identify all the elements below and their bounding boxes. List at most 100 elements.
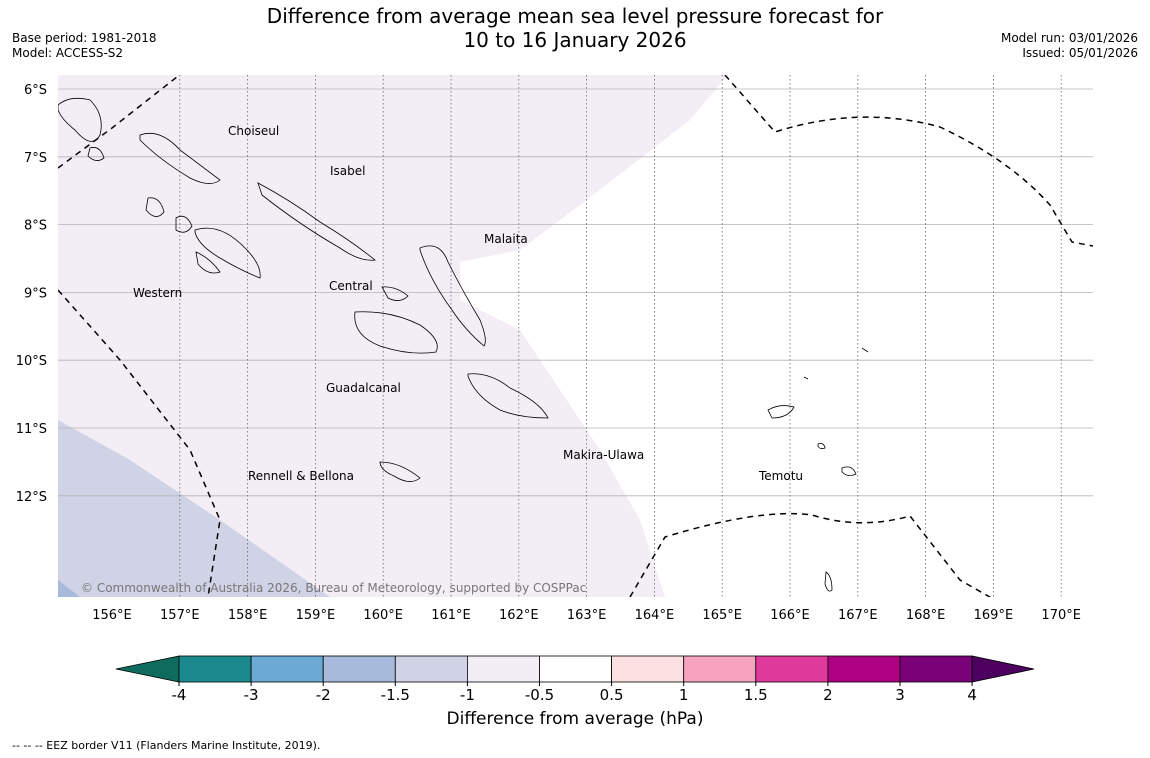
lon-tick-label: 162°E [499, 608, 539, 623]
eez-border-northeast [724, 75, 1093, 247]
label-guadalcanal: Guadalcanal [326, 381, 401, 395]
shortland-islands-coast [87, 147, 105, 161]
map-area: Choiseul Isabel Malaita Western Central … [58, 75, 1093, 597]
malaita-coast [419, 245, 486, 347]
gridlines [58, 75, 1093, 597]
coastlines [58, 97, 869, 592]
colorbar-tick-label: -1.5 [381, 686, 410, 704]
chart-title: Difference from average mean sea level p… [0, 4, 1150, 52]
region-labels: Choiseul Isabel Malaita Western Central … [133, 124, 803, 483]
vella-lavella-coast [145, 197, 165, 217]
colorbar-tick-label: 0.5 [600, 686, 624, 704]
label-temotu: Temotu [758, 469, 803, 483]
colorbar-segment [394, 655, 468, 683]
lon-tick-label: 164°E [635, 608, 675, 623]
colorbar-tick-label: 1.5 [744, 686, 768, 704]
lon-tick-label: 167°E [838, 608, 878, 623]
colorbar-over-arrow [971, 655, 1035, 683]
colorbar-tick-label: -2 [316, 686, 331, 704]
colorbar-tick-label: -4 [172, 686, 187, 704]
lat-axis-labels: 6°S 7°S 8°S 9°S 10°S 11°S 12°S [16, 83, 47, 505]
florida-islands-coast [381, 286, 409, 301]
anomaly-region-minus-1 [58, 420, 330, 597]
makira-coast [467, 373, 549, 419]
anomaly-region-minus-0-5 [58, 75, 728, 597]
label-isabel: Isabel [330, 164, 365, 178]
issued-date: Issued: 05/01/2026 [1022, 46, 1138, 60]
label-rennell-bellona: Rennell & Bellona [248, 469, 354, 483]
label-malaita: Malaita [484, 232, 528, 246]
colorbar-tick-label: 1 [679, 686, 689, 704]
anomaly-region-minus-1-5 [58, 580, 80, 597]
label-choiseul: Choiseul [228, 124, 279, 138]
new-georgia-coast [194, 227, 261, 279]
lon-tick-label: 159°E [296, 608, 336, 623]
vanikoro-coast [817, 443, 826, 450]
lon-tick-label: 170°E [1041, 608, 1081, 623]
colorbar-segment [178, 655, 252, 683]
lat-tick-label: 10°S [16, 354, 47, 369]
colorbar-label: Difference from average (hPa) [446, 709, 704, 729]
lat-tick-label: 8°S [24, 219, 47, 234]
label-central: Central [329, 279, 373, 293]
colorbar: -4 -3 -2 -1.5 -1 -0.5 0.5 1 1.5 2 3 4 [115, 655, 1035, 704]
anuta-coast [824, 571, 833, 592]
eez-border-west [58, 289, 221, 597]
colorbar-tick-label: -1 [460, 686, 475, 704]
kolombangara-coast [175, 215, 193, 233]
lon-tick-label: 169°E [974, 608, 1014, 623]
lon-tick-label: 156°E [92, 608, 132, 623]
model-run: Model run: 03/01/2026 [1000, 31, 1138, 45]
eez-borders [58, 75, 1093, 597]
bougainville-coast [58, 97, 102, 142]
colorbar-segment [250, 655, 324, 683]
colorbar-segment [322, 655, 396, 683]
lat-tick-label: 12°S [16, 490, 47, 505]
colorbar-tick-label: 4 [967, 686, 977, 704]
model-name: Model: ACCESS-S2 [12, 46, 124, 60]
meta-right: Model run: 03/01/2026 Issued: 05/01/2026 [1001, 31, 1138, 61]
lon-tick-label: 161°E [431, 608, 471, 623]
lat-tick-label: 11°S [16, 422, 47, 437]
title-line1: Difference from average mean sea level p… [266, 4, 884, 28]
eez-border-north [58, 75, 181, 169]
lon-tick-label: 165°E [702, 608, 742, 623]
lat-tick-label: 7°S [24, 151, 47, 166]
colorbar-tick-label: 3 [895, 686, 905, 704]
lat-tick-label: 6°S [24, 83, 47, 98]
rennell-coast [379, 461, 421, 482]
title-line2: 10 to 16 January 2026 [463, 28, 687, 52]
label-makira-ulawa: Makira-Ulawa [563, 448, 644, 462]
duff-islands-coast [803, 376, 809, 380]
lon-tick-label: 158°E [228, 608, 268, 623]
colorbar-segment [755, 655, 829, 683]
colorbar-segment [899, 655, 973, 683]
colorbar-segment [466, 655, 540, 683]
utupua-coast [841, 466, 857, 476]
lon-tick-label: 163°E [567, 608, 607, 623]
guadalcanal-coast [354, 311, 438, 354]
colorbar-segment [827, 655, 901, 683]
rendova-coast [195, 251, 221, 274]
colorbar-segment [683, 655, 757, 683]
label-western: Western [133, 286, 182, 300]
lon-tick-label: 166°E [770, 608, 810, 623]
colorbar-tick-label: -3 [244, 686, 259, 704]
lon-axis-labels: 156°E 157°E 158°E 159°E 160°E 161°E 162°E 163°E… [92, 608, 1081, 623]
lon-tick-label: 168°E [906, 608, 946, 623]
colorbar-segment [539, 655, 612, 683]
colorbar-tick-label: 2 [823, 686, 833, 704]
lon-tick-label: 160°E [363, 608, 403, 623]
copyright-text: © Commonwealth of Australia 2026, Bureau… [81, 581, 586, 595]
lat-tick-label: 9°S [24, 286, 47, 301]
colorbar-under-arrow [115, 655, 180, 683]
base-period: Base period: 1981-2018 [12, 31, 157, 45]
eez-footnote: -- -- -- EEZ border V11 (Flanders Marine… [12, 739, 321, 752]
isabel-coast [257, 182, 376, 261]
santa-cruz-coast [767, 405, 795, 419]
lon-tick-label: 157°E [160, 608, 200, 623]
eez-border-southeast [629, 512, 992, 597]
reef-islands-coast [861, 347, 869, 353]
meta-left: Base period: 1981-2018 Model: ACCESS-S2 [12, 31, 157, 61]
